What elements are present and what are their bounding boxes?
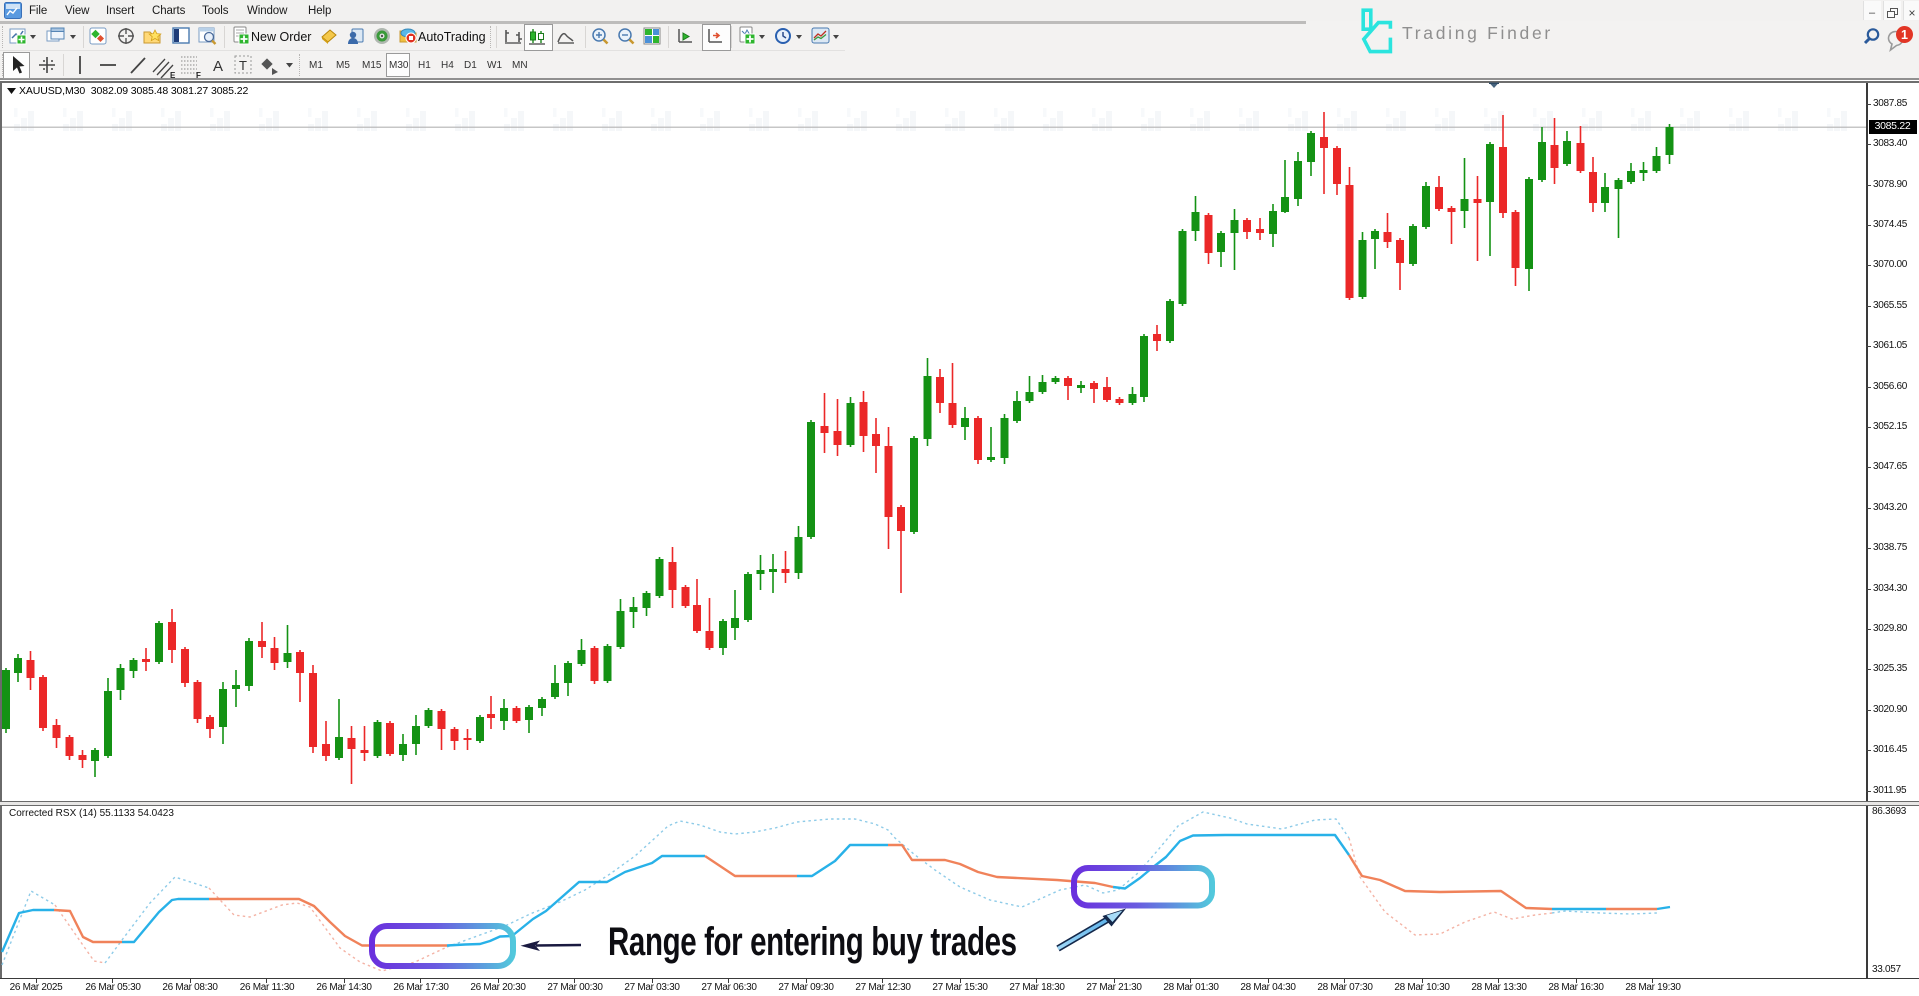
svg-text:1: 1 (1901, 28, 1908, 42)
svg-text:E: E (170, 71, 176, 80)
svg-text:A: A (213, 58, 223, 75)
svg-text:T: T (239, 58, 247, 73)
svg-text:F: F (196, 71, 201, 80)
